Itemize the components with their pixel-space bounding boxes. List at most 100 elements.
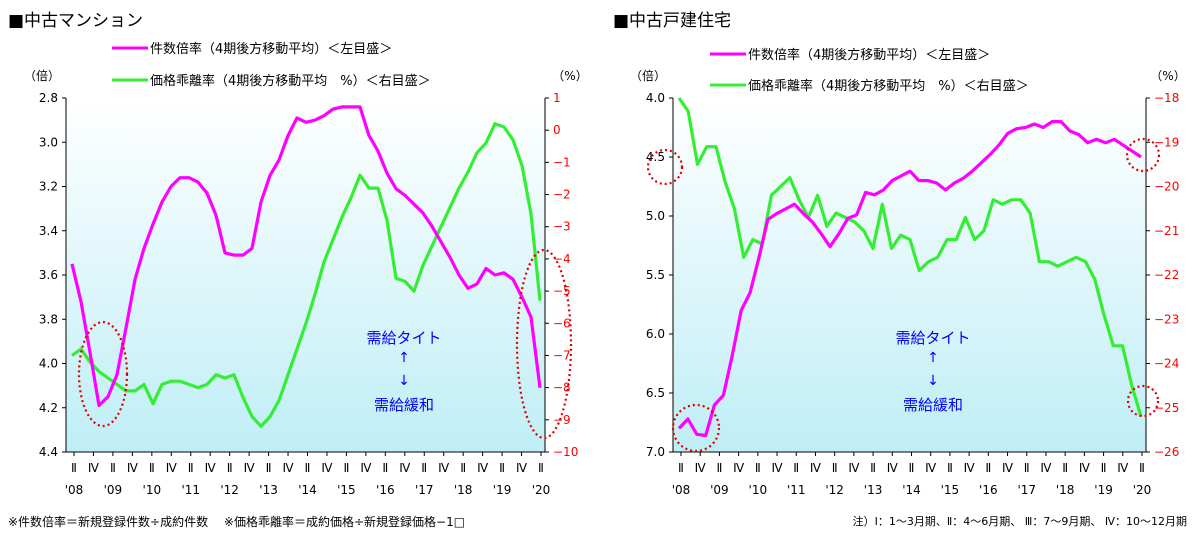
- quarter-label: Ⅱ: [678, 461, 684, 475]
- left-tick-label: 4.5: [646, 150, 665, 164]
- left-tick-label: 4.2: [39, 401, 58, 415]
- quarter-label: Ⅱ: [305, 461, 311, 475]
- quarter-label: Ⅳ: [283, 461, 294, 475]
- highlight-circle: [515, 248, 573, 440]
- left-tick-label: 2.8: [39, 91, 58, 105]
- year-label: '08: [65, 483, 84, 497]
- quarter-label: Ⅳ: [88, 461, 99, 475]
- right-tick-label: −25: [1154, 401, 1179, 415]
- series-line-ratio: [70, 105, 542, 408]
- annotation-tight: 需給タイト: [895, 329, 970, 347]
- year-label: '09: [710, 483, 729, 497]
- left-tick-label: 4.0: [39, 357, 58, 371]
- year-label: '10: [143, 483, 162, 497]
- right-tick-label: −21: [1154, 224, 1179, 238]
- quarter-label: Ⅳ: [166, 461, 177, 475]
- annotation-loose: 需給緩和: [903, 396, 963, 414]
- quarter-label: Ⅳ: [399, 461, 410, 475]
- year-label: '13: [864, 483, 883, 497]
- quarter-label: Ⅳ: [772, 461, 783, 475]
- right-tick-label: −10: [553, 445, 578, 459]
- chart-title: ■中古戸建住宅: [613, 11, 731, 31]
- year-label: '10: [749, 483, 768, 497]
- legend-label-deviation: 価格乖離率（4期後方移動平均 %）＜右目盛＞: [150, 73, 431, 89]
- year-label: '09: [104, 483, 123, 497]
- quarter-label: Ⅱ: [499, 461, 505, 475]
- quarter-label: Ⅱ: [71, 461, 77, 475]
- plot-area: [673, 98, 1146, 452]
- right-tick-label: 0: [553, 123, 561, 137]
- legend-label-deviation: 価格乖離率（4期後方移動平均 %）＜右目盛＞: [748, 78, 1029, 94]
- highlight-circle: [77, 320, 129, 428]
- quarter-label: Ⅳ: [205, 461, 216, 475]
- right-tick-label: −6: [553, 316, 571, 330]
- quarter-label: Ⅱ: [382, 461, 388, 475]
- right-tick-label: −19: [1154, 135, 1179, 149]
- left-tick-label: 3.2: [39, 180, 58, 194]
- highlight-circle: [646, 148, 684, 186]
- plot-area: [66, 98, 545, 452]
- legend-label-ratio: 件数倍率（4期後方移動平均）＜左目盛＞: [150, 41, 392, 57]
- series-line-deviation: [71, 122, 542, 428]
- highlight-circle: [1126, 384, 1160, 418]
- quarter-label: Ⅱ: [266, 461, 272, 475]
- quarter-label: Ⅳ: [360, 461, 371, 475]
- right-tick-label: −8: [553, 381, 571, 395]
- year-label: '19: [493, 483, 512, 497]
- quarter-label: Ⅳ: [321, 461, 332, 475]
- quarter-label: Ⅳ: [964, 461, 975, 475]
- right-tick-label: −23: [1154, 312, 1179, 326]
- left-tick-label: 5.0: [646, 209, 665, 223]
- year-label: '11: [787, 483, 806, 497]
- quarter-label: Ⅱ: [716, 461, 722, 475]
- year-label: '20: [532, 483, 551, 497]
- annotation-up-arrow: ↑: [398, 350, 410, 366]
- series-line-ratio: [677, 119, 1142, 438]
- quarter-label: Ⅱ: [947, 461, 953, 475]
- left-tick-label: 3.4: [39, 224, 58, 238]
- year-label: '08: [672, 483, 691, 497]
- left-tick-label: 5.5: [646, 268, 665, 282]
- year-label: '12: [220, 483, 239, 497]
- footnote-formula: ※件数倍率＝新規登録件数÷成約件数 ※価格乖離率＝成約価格÷新規登録価格−1□: [8, 515, 466, 529]
- quarter-label: Ⅳ: [1079, 461, 1090, 475]
- quarter-label: Ⅱ: [985, 461, 991, 475]
- right-tick-label: −1: [553, 155, 571, 169]
- year-label: '18: [1056, 483, 1075, 497]
- left-axis-unit: （倍）: [24, 68, 60, 83]
- quarter-label: Ⅱ: [1101, 461, 1107, 475]
- quarter-label: Ⅱ: [755, 461, 761, 475]
- highlight-circle: [1125, 137, 1161, 173]
- left-tick-label: 7.0: [646, 445, 665, 459]
- right-tick-label: −22: [1154, 268, 1179, 282]
- annotation-down-arrow: ↓: [398, 373, 410, 389]
- chart-condominium: ■中古マンション （倍） （%） 件数倍率（4期後方移動平均）＜左目盛＞ 価格乖離率（4…: [8, 11, 588, 497]
- left-tick-label: 4.0: [646, 91, 665, 105]
- right-tick-label: −20: [1154, 180, 1179, 194]
- quarter-label: Ⅳ: [1117, 461, 1128, 475]
- quarter-label: Ⅱ: [538, 461, 544, 475]
- quarter-label: Ⅱ: [460, 461, 466, 475]
- quarter-label: Ⅳ: [477, 461, 488, 475]
- year-label: '18: [454, 483, 473, 497]
- series-line-deviation: [677, 97, 1143, 418]
- quarter-label: Ⅱ: [909, 461, 915, 475]
- right-tick-label: 1: [553, 91, 561, 105]
- quarter-label: Ⅱ: [832, 461, 838, 475]
- year-label: '16: [979, 483, 998, 497]
- right-tick-label: −7: [553, 348, 571, 362]
- right-tick-label: −5: [553, 284, 571, 298]
- right-tick-label: −4: [553, 252, 571, 266]
- year-label: '20: [1133, 483, 1152, 497]
- year-label: '12: [825, 483, 844, 497]
- year-label: '16: [376, 483, 395, 497]
- year-label: '17: [1017, 483, 1036, 497]
- year-label: '11: [181, 483, 200, 497]
- left-tick-label: 3.8: [39, 312, 58, 326]
- quarter-label: Ⅱ: [421, 461, 427, 475]
- quarter-label: Ⅱ: [110, 461, 116, 475]
- left-tick-label: 3.6: [39, 268, 58, 282]
- right-tick-label: −2: [553, 188, 571, 202]
- quarter-label: Ⅳ: [925, 461, 936, 475]
- quarter-label: Ⅳ: [516, 461, 527, 475]
